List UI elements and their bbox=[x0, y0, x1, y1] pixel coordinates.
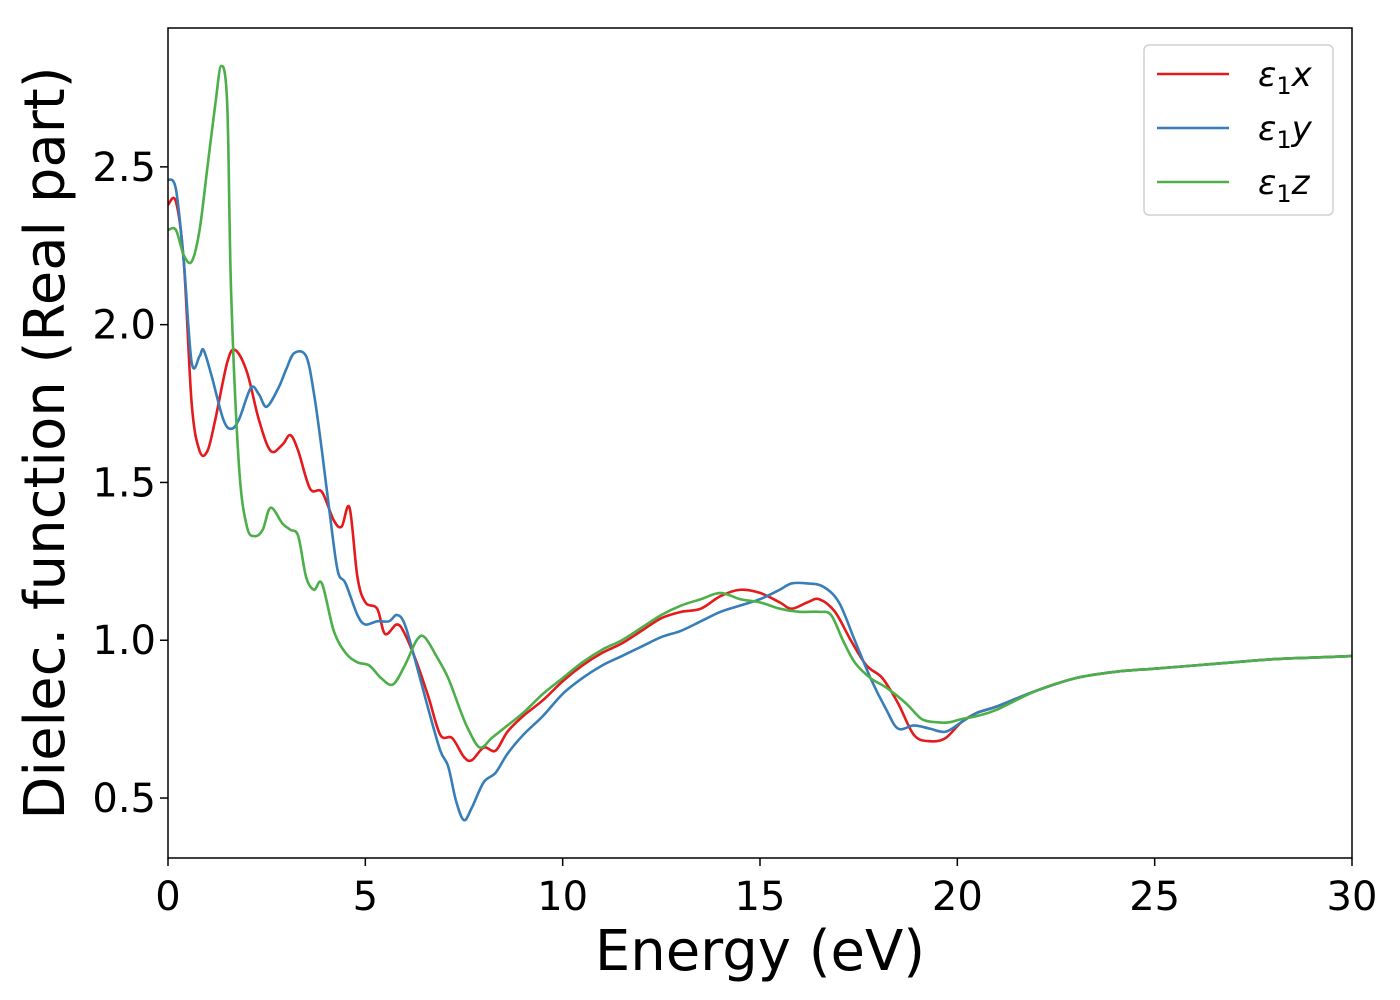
legend-label-x: ε1x bbox=[1258, 55, 1313, 100]
x-axis-ticks: 0 5 10 15 20 25 30 bbox=[155, 858, 1377, 920]
y-tick-label: 2.0 bbox=[92, 303, 156, 349]
x-axis-label: Energy (eV) bbox=[595, 919, 925, 984]
x-tick-label: 30 bbox=[1327, 874, 1378, 920]
y-tick-label: 2.5 bbox=[92, 145, 156, 191]
x-tick-label: 20 bbox=[932, 874, 983, 920]
y-tick-label: 0.5 bbox=[92, 776, 156, 822]
x-tick-label: 5 bbox=[353, 874, 378, 920]
x-tick-label: 25 bbox=[1129, 874, 1180, 920]
legend-label-y: ε1y bbox=[1258, 109, 1313, 154]
legend: ε1x ε1y ε1z bbox=[1143, 44, 1334, 216]
x-tick-label: 0 bbox=[155, 874, 180, 920]
x-tick-label: 15 bbox=[735, 874, 786, 920]
legend-box bbox=[1143, 44, 1334, 216]
series-line-y bbox=[167, 178, 1353, 822]
y-tick-label: 1.0 bbox=[92, 618, 156, 664]
y-axis-label: Dielec. function (Real part) bbox=[13, 66, 78, 819]
legend-label-z: ε1z bbox=[1258, 163, 1311, 208]
series-line-z bbox=[167, 64, 1353, 750]
y-tick-label: 1.5 bbox=[92, 460, 156, 506]
series-layer bbox=[167, 64, 1353, 822]
x-tick-label: 10 bbox=[537, 874, 588, 920]
series-line-x bbox=[167, 196, 1353, 763]
y-axis-ticks: 0.5 1.0 1.5 2.0 2.5 bbox=[92, 145, 168, 822]
